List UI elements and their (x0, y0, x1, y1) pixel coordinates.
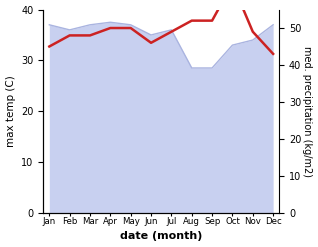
Y-axis label: med. precipitation (kg/m2): med. precipitation (kg/m2) (302, 46, 313, 177)
Y-axis label: max temp (C): max temp (C) (5, 75, 16, 147)
X-axis label: date (month): date (month) (120, 231, 203, 242)
